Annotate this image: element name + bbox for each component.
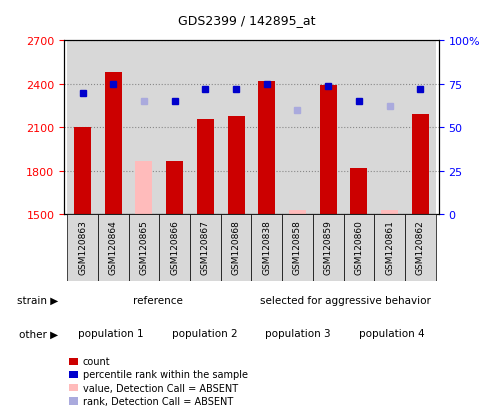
- FancyBboxPatch shape: [221, 215, 251, 281]
- Text: selected for aggressive behavior: selected for aggressive behavior: [260, 295, 430, 306]
- Text: GSM120838: GSM120838: [262, 220, 271, 275]
- Text: rank, Detection Call = ABSENT: rank, Detection Call = ABSENT: [83, 396, 233, 406]
- Text: count: count: [83, 356, 110, 366]
- Text: population 2: population 2: [172, 328, 238, 339]
- Bar: [67, 41, 98, 215]
- FancyBboxPatch shape: [159, 215, 190, 281]
- Bar: [166, 161, 183, 215]
- Text: percentile rank within the sample: percentile rank within the sample: [83, 370, 248, 380]
- Text: value, Detection Call = ABSENT: value, Detection Call = ABSENT: [83, 383, 238, 393]
- Text: GSM120867: GSM120867: [201, 220, 210, 275]
- Text: population 3: population 3: [265, 328, 331, 339]
- Bar: [381, 211, 398, 215]
- Text: other ▶: other ▶: [19, 328, 59, 339]
- Bar: [190, 41, 221, 215]
- Bar: [289, 211, 306, 215]
- Text: GSM120861: GSM120861: [385, 220, 394, 275]
- Bar: [282, 41, 313, 215]
- Text: GSM120863: GSM120863: [78, 220, 87, 275]
- FancyBboxPatch shape: [67, 215, 98, 281]
- Bar: [136, 161, 152, 215]
- Bar: [221, 41, 251, 215]
- FancyBboxPatch shape: [282, 215, 313, 281]
- Bar: [98, 41, 129, 215]
- Text: population 4: population 4: [359, 328, 425, 339]
- Bar: [197, 119, 214, 215]
- FancyBboxPatch shape: [98, 215, 129, 281]
- Text: GSM120868: GSM120868: [232, 220, 241, 275]
- Bar: [351, 169, 367, 215]
- Text: GSM120862: GSM120862: [416, 220, 425, 275]
- Bar: [374, 41, 405, 215]
- FancyBboxPatch shape: [190, 215, 221, 281]
- FancyBboxPatch shape: [313, 215, 344, 281]
- Bar: [105, 73, 122, 215]
- FancyBboxPatch shape: [251, 215, 282, 281]
- FancyBboxPatch shape: [129, 215, 159, 281]
- Bar: [258, 82, 275, 215]
- Text: GSM120865: GSM120865: [140, 220, 148, 275]
- FancyBboxPatch shape: [374, 215, 405, 281]
- Text: GDS2399 / 142895_at: GDS2399 / 142895_at: [178, 14, 315, 27]
- Bar: [313, 41, 344, 215]
- Bar: [159, 41, 190, 215]
- Text: GSM120858: GSM120858: [293, 220, 302, 275]
- FancyBboxPatch shape: [405, 215, 436, 281]
- Text: GSM120860: GSM120860: [354, 220, 363, 275]
- Bar: [405, 41, 436, 215]
- Bar: [74, 128, 91, 215]
- Bar: [412, 115, 429, 215]
- Bar: [129, 41, 159, 215]
- Text: GSM120864: GSM120864: [109, 220, 118, 275]
- Text: population 1: population 1: [78, 328, 144, 339]
- Bar: [344, 41, 374, 215]
- Text: reference: reference: [133, 295, 183, 306]
- Bar: [320, 86, 337, 215]
- Text: GSM120859: GSM120859: [324, 220, 333, 275]
- Text: GSM120866: GSM120866: [170, 220, 179, 275]
- Text: strain ▶: strain ▶: [17, 295, 59, 306]
- Bar: [228, 116, 245, 215]
- Bar: [251, 41, 282, 215]
- FancyBboxPatch shape: [344, 215, 374, 281]
